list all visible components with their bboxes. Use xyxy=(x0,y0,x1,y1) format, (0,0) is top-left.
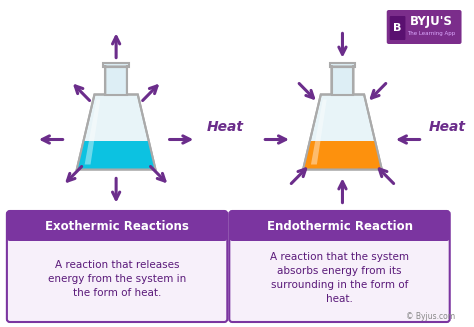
Text: A reaction that the system
absorbs energy from its
surrounding in the form of
he: A reaction that the system absorbs energ… xyxy=(270,252,409,304)
Polygon shape xyxy=(329,62,355,66)
FancyArrowPatch shape xyxy=(112,178,120,199)
FancyBboxPatch shape xyxy=(390,16,405,40)
FancyBboxPatch shape xyxy=(7,211,228,322)
Polygon shape xyxy=(303,141,382,169)
FancyBboxPatch shape xyxy=(229,211,450,322)
Polygon shape xyxy=(105,66,127,95)
Text: Heat: Heat xyxy=(207,120,244,134)
FancyArrowPatch shape xyxy=(291,169,306,183)
FancyArrowPatch shape xyxy=(339,33,346,54)
Polygon shape xyxy=(77,141,155,169)
Polygon shape xyxy=(85,99,100,164)
Text: The Learning App: The Learning App xyxy=(407,30,455,36)
FancyArrowPatch shape xyxy=(170,136,190,143)
FancyArrowPatch shape xyxy=(75,86,90,100)
Text: © Byjus.com: © Byjus.com xyxy=(406,312,455,321)
Text: B: B xyxy=(393,23,402,33)
FancyArrowPatch shape xyxy=(379,169,393,183)
FancyBboxPatch shape xyxy=(387,10,462,44)
FancyArrowPatch shape xyxy=(42,136,63,143)
Text: BYJU'S: BYJU'S xyxy=(410,15,453,28)
Text: Endothermic Reaction: Endothermic Reaction xyxy=(266,219,412,232)
FancyArrowPatch shape xyxy=(67,166,82,181)
FancyArrowPatch shape xyxy=(372,83,386,98)
FancyBboxPatch shape xyxy=(229,211,450,241)
FancyArrowPatch shape xyxy=(299,83,313,98)
Text: Heat: Heat xyxy=(429,120,466,134)
FancyArrowPatch shape xyxy=(339,182,346,203)
Text: A reaction that releases
energy from the system in
the form of heat.: A reaction that releases energy from the… xyxy=(48,260,186,298)
FancyArrowPatch shape xyxy=(399,136,420,143)
FancyArrowPatch shape xyxy=(151,166,165,181)
Text: Exothermic Reactions: Exothermic Reactions xyxy=(45,219,189,232)
Polygon shape xyxy=(103,62,129,66)
Polygon shape xyxy=(77,66,155,169)
FancyBboxPatch shape xyxy=(7,211,228,241)
Polygon shape xyxy=(332,66,353,95)
Polygon shape xyxy=(303,66,382,169)
FancyArrowPatch shape xyxy=(265,136,286,143)
Polygon shape xyxy=(311,99,327,164)
FancyArrowPatch shape xyxy=(143,86,157,100)
FancyArrowPatch shape xyxy=(112,37,120,58)
